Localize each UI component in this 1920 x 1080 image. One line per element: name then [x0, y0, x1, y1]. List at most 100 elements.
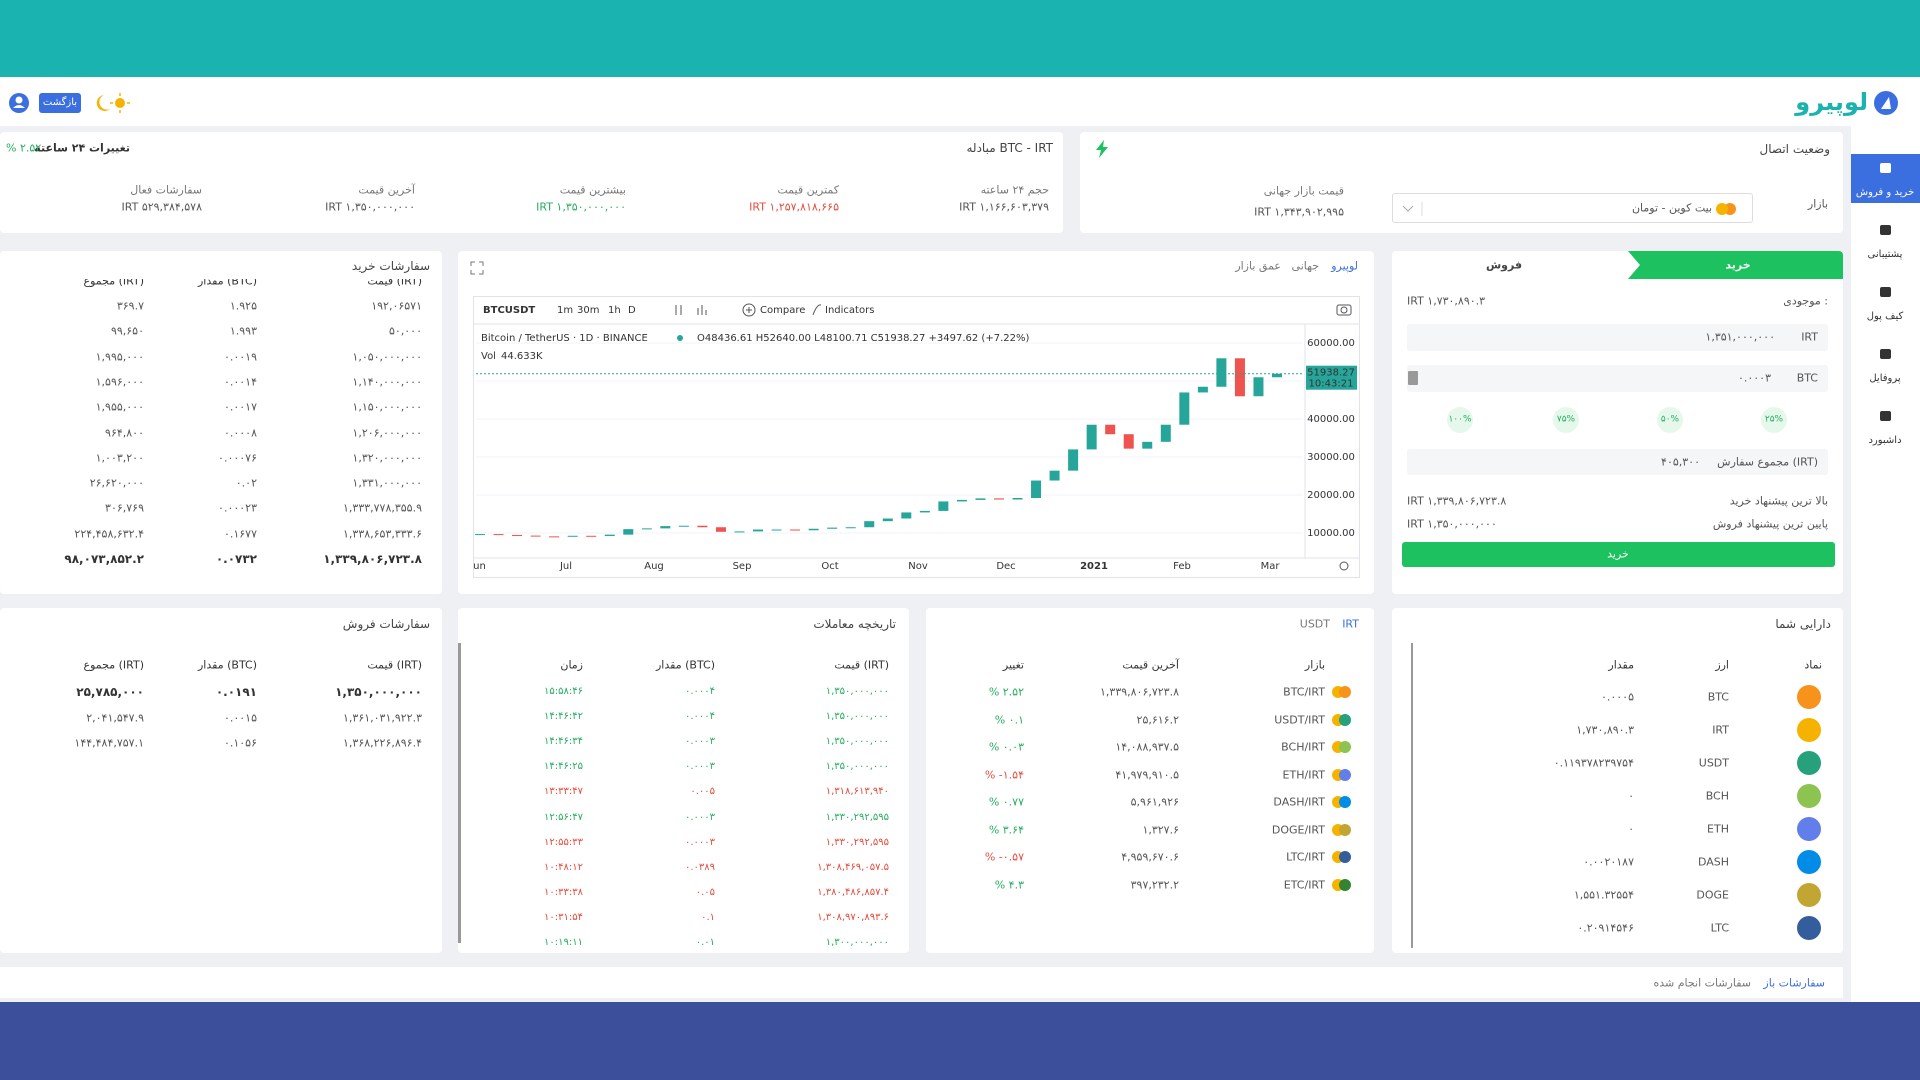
market-tab[interactable]: IRT	[1342, 617, 1359, 631]
balance-label: موجودی :	[1783, 294, 1828, 308]
sidebar-icon	[1880, 225, 1891, 235]
price-input[interactable]	[1407, 324, 1828, 351]
table-cell: ۰.۰۰۰۳	[684, 736, 715, 748]
table-cell: ۱,۳۲۰,۰۰۰,۰۰۰	[352, 451, 422, 465]
column-header: آخرین قیمت	[1122, 658, 1179, 672]
table-cell: ۲۶,۶۲۰,۰۰۰	[89, 476, 144, 490]
table-cell: ۰.۰۰۰۴	[684, 686, 715, 697]
table-cell: ۱,۳۲۷.۶	[1142, 823, 1179, 836]
chart-panel: BTCUSDT 1m 30m 1h D Compare Indicators Bitcoin …	[458, 251, 1374, 594]
assets: دارایی شما نماد ارز مقدار BTC ۰.۰۰۰۵ IRT ۱,۷۳۰,…	[1392, 608, 1843, 953]
sidebar-icon	[1880, 287, 1891, 297]
chart-tab[interactable]: عمق بازار	[1235, 259, 1281, 273]
orders-tab[interactable]: سفارشات باز	[1763, 976, 1825, 990]
volume-value: 44.633K	[501, 351, 543, 362]
interval[interactable]: D	[628, 305, 636, 316]
percent-label[interactable]: ۵۰%	[1660, 414, 1680, 425]
orders-tab[interactable]: سفارشات انجام شده	[1653, 976, 1752, 990]
table-cell: % ۰.۱	[994, 713, 1024, 726]
table-cell: ۱,۳۰۸,۴۶۹,۰۵۷.۵	[817, 861, 889, 873]
market-select-text[interactable]: بیت کوین - تومان	[1631, 201, 1712, 215]
table-cell: % ۰.۷۷	[988, 795, 1024, 809]
amount-input[interactable]	[1407, 365, 1828, 392]
symbol: BTCUSDT	[483, 305, 535, 316]
table-cell: ۱,۲۰۶,۰۰۰,۰۰۰	[352, 426, 422, 439]
best-bid: IRT ۱,۳۳۹,۸۰۶,۷۲۳.۸	[1407, 494, 1507, 508]
x-tick-label: Nov	[908, 561, 928, 572]
bottom-band	[0, 1002, 1920, 1080]
coin-icon	[1797, 916, 1821, 940]
coin-icon	[1797, 784, 1821, 808]
sell-tab[interactable]: فروش	[1485, 258, 1523, 272]
percent-button	[1657, 407, 1683, 433]
asset-amount: ۰	[1628, 789, 1634, 803]
candle-body	[586, 535, 597, 537]
y-tick-label: 10000.00	[1307, 528, 1355, 539]
candle-body	[567, 535, 578, 537]
candle-body	[808, 528, 819, 531]
table-cell: ۱.۹۲۵	[229, 299, 257, 313]
table-cell: LTC/IRT	[1286, 850, 1325, 864]
sidebar-icon	[1880, 163, 1891, 173]
table-cell: ۱۵:۵۸:۴۶	[544, 686, 583, 697]
logo-icon	[1874, 91, 1898, 115]
sidebar-item[interactable]: پشتیبانی	[1867, 249, 1903, 260]
calculator-icon	[1408, 371, 1418, 385]
table-cell: ۱,۹۵۵,۰۰۰	[95, 400, 144, 414]
chart-tab[interactable]: جهانی	[1291, 259, 1319, 273]
sidebar-item[interactable]: داشبورد	[1868, 435, 1902, 446]
last-price-tag	[1306, 365, 1357, 390]
balance: IRT ۱,۷۳۰,۸۹۰.۳	[1407, 294, 1486, 308]
y-tick-label: 20000.00	[1307, 490, 1355, 501]
table-cell: ۱,۳۵۰,۰۰۰,۰۰۰	[335, 685, 422, 699]
table-cell: ۹۶۴,۸۰۰	[105, 426, 144, 439]
candle-body	[1068, 449, 1079, 471]
coin-icon	[1339, 851, 1351, 863]
total-field	[1407, 449, 1828, 475]
sidebar-item[interactable]: کیف پول	[1866, 311, 1904, 322]
market-select[interactable]	[1392, 193, 1753, 223]
panel-title: سفارشات خرید	[351, 259, 430, 273]
table-cell: ۱,۳۳۸,۶۵۳,۳۳۳.۶	[343, 527, 422, 541]
chart-tab[interactable]: لوپیرو	[1331, 259, 1358, 273]
percent-label[interactable]: ۱۰۰%	[1448, 414, 1472, 425]
panel-title: وضعیت اتصال	[1759, 142, 1830, 156]
percent-button	[1761, 407, 1787, 433]
asset-symbol: ETH	[1707, 822, 1729, 836]
candle-body	[956, 499, 967, 502]
percent-label[interactable]: ۲۵%	[1764, 414, 1784, 425]
x-tick-label: Aug	[644, 561, 664, 572]
sidebar-icon	[1880, 349, 1891, 359]
table-cell: ۲,۰۴۱,۵۴۷.۹	[86, 711, 144, 725]
market-summary: مبادله BTC - IRT تغییرات ۲۴ ساعته% ۲.۵۲ حج…	[0, 132, 1063, 233]
price-value[interactable]: ۱,۳۵۱,۰۰۰,۰۰۰	[1705, 330, 1775, 344]
coin-icon	[1339, 796, 1351, 808]
back-button[interactable]: بازگشت	[42, 97, 78, 108]
market-tab[interactable]: USDT	[1299, 617, 1330, 631]
submit-label[interactable]: خرید	[1607, 547, 1629, 561]
amount-unit: BTC	[1796, 371, 1818, 385]
candle-body	[845, 527, 856, 529]
amount-value[interactable]: ۰.۰۰۰۳	[1737, 371, 1771, 385]
panel-title: مبادله BTC - IRT	[966, 141, 1054, 155]
interval[interactable]: 30m	[577, 305, 599, 316]
legend: Bitcoin / TetherUS · 1D · BINANCE	[481, 333, 648, 344]
stat-value: IRT ۵۲۹,۳۸۴,۵۷۸	[121, 200, 202, 214]
table-cell: ۱,۳۳۹,۸۰۶,۷۲۳.۸	[323, 552, 422, 566]
expand-icon[interactable]	[470, 261, 484, 275]
table-cell: ۱,۳۵۰,۰۰۰,۰۰۰	[825, 686, 889, 697]
sidebar-item[interactable]: خرید و فروش	[1855, 187, 1915, 198]
table-cell: ۱,۰۵۰,۰۰۰,۰۰۰	[352, 350, 422, 364]
table-cell: ۹۹,۶۵۰	[110, 324, 144, 338]
table-cell: ۱,۳۵۰,۰۰۰,۰۰۰	[825, 736, 889, 748]
submit-button[interactable]	[1402, 542, 1835, 567]
table-cell: ۰.۰۰۱۷	[223, 400, 257, 414]
candle-body	[512, 535, 523, 537]
buy-tab[interactable]: خرید	[1725, 258, 1751, 272]
coin-icon	[1797, 685, 1821, 709]
sidebar-item[interactable]: پروفایل	[1869, 373, 1901, 384]
candle-body	[1012, 498, 1023, 500]
interval[interactable]: 1h	[608, 305, 621, 316]
interval[interactable]: 1m	[557, 305, 573, 316]
percent-label[interactable]: ۷۵%	[1556, 414, 1576, 425]
